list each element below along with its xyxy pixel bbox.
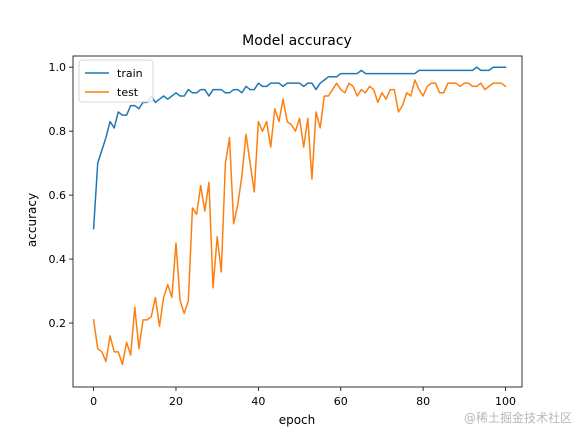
x-tick-label: 80: [416, 395, 430, 408]
y-axis-label: accuracy: [25, 193, 39, 247]
y-tick-label: 0.6: [49, 189, 67, 202]
y-tick-label: 0.8: [49, 125, 67, 138]
x-tick-label: 60: [334, 395, 348, 408]
legend: train test: [78, 59, 154, 103]
x-tick-label: 40: [251, 395, 265, 408]
chart-title: Model accuracy: [242, 33, 352, 49]
series-line-train: [92, 66, 507, 230]
series-layer: [92, 66, 507, 366]
x-axis-label: epoch: [279, 413, 316, 427]
y-tick-label: 0.2: [49, 317, 67, 330]
plot-frame: [72, 55, 523, 388]
y-tick-label: 1.0: [49, 61, 67, 74]
x-tick-label: 100: [495, 395, 516, 408]
x-tick-label: 20: [169, 395, 183, 408]
watermark-text: @稀土掘金技术社区: [463, 411, 572, 425]
series-line-test: [92, 79, 507, 366]
legend-label-test: test: [117, 86, 139, 99]
axes-layer: 0 20 40 60 80 100 0.2 0.4 0.6 0.8 1.0: [49, 55, 523, 408]
legend-label-train: train: [117, 67, 143, 80]
x-tick-label: 0: [90, 395, 97, 408]
y-tick-label: 0.4: [49, 253, 67, 266]
